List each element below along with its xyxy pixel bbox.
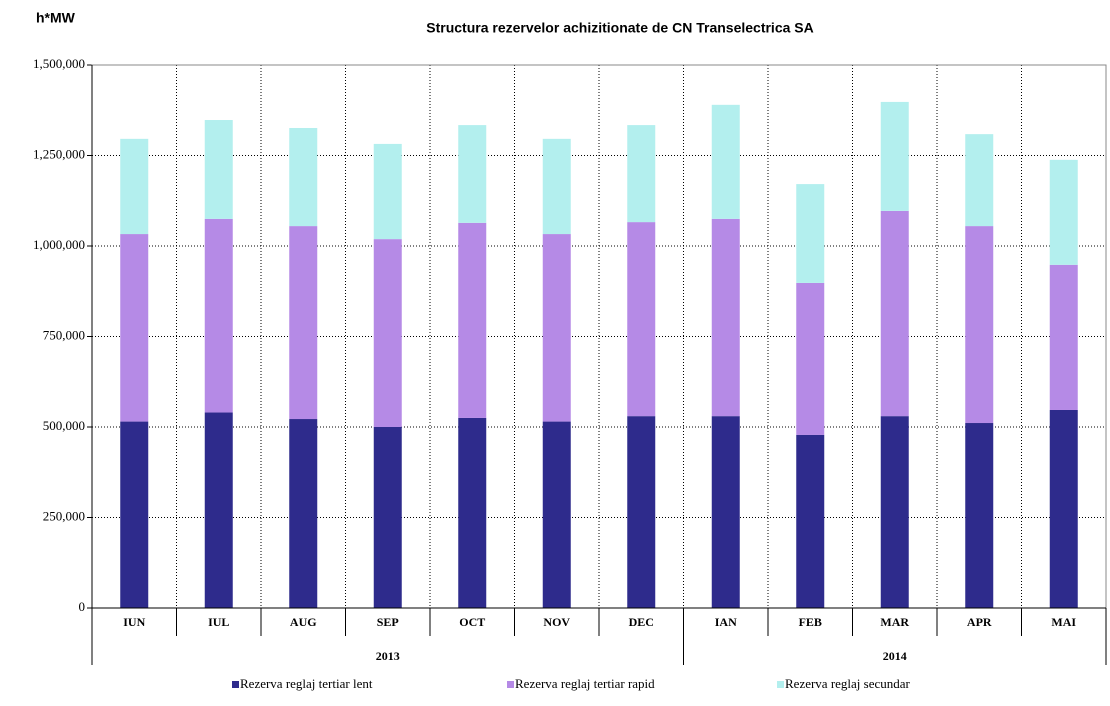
y-axis-label: h*MW xyxy=(36,10,76,26)
y-tick-label: 750,000 xyxy=(43,327,85,342)
bar-segment xyxy=(796,282,825,435)
bar-segment xyxy=(965,134,994,227)
bar-segment xyxy=(458,417,487,608)
bar-segment xyxy=(711,218,740,417)
y-tick-label: 250,000 xyxy=(43,508,85,523)
bar-segment xyxy=(627,416,656,608)
x-tick-label: MAI xyxy=(1051,615,1076,629)
bar-segment xyxy=(627,222,656,417)
bar-segment xyxy=(796,434,825,608)
bar-segment xyxy=(204,412,233,608)
bar-segment xyxy=(965,423,994,608)
legend-label: Rezerva reglaj tertiar rapid xyxy=(515,676,655,691)
bar-segment xyxy=(711,416,740,608)
bar-segment xyxy=(373,427,402,608)
legend-label: Rezerva reglaj secundar xyxy=(785,676,911,691)
legend-label: Rezerva reglaj tertiar lent xyxy=(240,676,373,691)
x-tick-label: IAN xyxy=(715,615,737,629)
bar-segment xyxy=(880,210,909,417)
bar-segment xyxy=(373,143,402,240)
bar-segment xyxy=(120,138,149,235)
bar-segment xyxy=(289,226,318,420)
bar-segment xyxy=(1049,159,1078,265)
x-tick-label: IUL xyxy=(208,615,229,629)
bar-segment xyxy=(796,184,825,283)
y-tick-label: 1,500,000 xyxy=(33,56,85,71)
bar-segment xyxy=(542,421,571,608)
chart-title: Structura rezervelor achizitionate de CN… xyxy=(426,20,813,36)
group-label: 2014 xyxy=(883,649,907,663)
bar-segment xyxy=(542,234,571,422)
x-tick-label: APR xyxy=(967,615,992,629)
x-tick-label: DEC xyxy=(629,615,654,629)
bar-segment xyxy=(458,125,487,223)
x-tick-label: AUG xyxy=(290,615,317,629)
x-tick-label: OCT xyxy=(459,615,485,629)
x-tick-label: NOV xyxy=(543,615,570,629)
y-tick-label: 1,000,000 xyxy=(33,237,85,252)
x-tick-label: FEB xyxy=(799,615,822,629)
bar-segment xyxy=(289,127,318,227)
y-tick-label: 500,000 xyxy=(43,418,85,433)
legend-swatch xyxy=(777,681,784,688)
bar-segment xyxy=(204,120,233,219)
x-tick-label: IUN xyxy=(123,615,145,629)
bar-segment xyxy=(711,104,740,219)
x-tick-label: SEP xyxy=(377,615,399,629)
bar-segment xyxy=(542,138,571,235)
bar-segment xyxy=(373,239,402,427)
x-tick-label: MAR xyxy=(880,615,909,629)
bar-segment xyxy=(627,125,656,223)
legend-swatch xyxy=(507,681,514,688)
bar-segment xyxy=(289,419,318,608)
bar-segment xyxy=(120,234,149,422)
legend-swatch xyxy=(232,681,239,688)
bar-segment xyxy=(1049,409,1078,608)
y-tick-label: 1,250,000 xyxy=(33,146,85,161)
bar-segment xyxy=(458,222,487,418)
group-label: 2013 xyxy=(376,649,400,663)
bar-segment xyxy=(880,101,909,211)
bar-segment xyxy=(880,416,909,608)
bar-segment xyxy=(1049,264,1078,410)
bar-segment xyxy=(965,226,994,424)
bar-segment xyxy=(120,421,149,608)
bar-segment xyxy=(204,218,233,413)
y-tick-label: 0 xyxy=(79,599,86,614)
